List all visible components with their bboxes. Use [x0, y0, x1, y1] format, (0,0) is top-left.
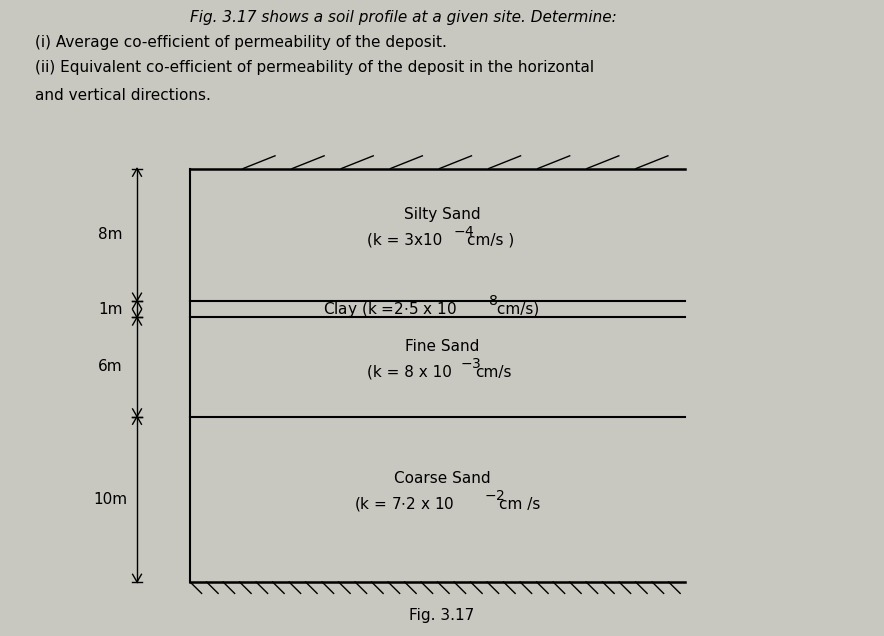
Text: cm /s: cm /s: [499, 497, 541, 512]
Text: Fine Sand: Fine Sand: [405, 339, 479, 354]
Text: 1m: 1m: [98, 301, 123, 317]
Text: cm/s: cm/s: [475, 364, 511, 380]
Text: 10m: 10m: [94, 492, 127, 507]
Text: 8m: 8m: [98, 227, 123, 242]
Text: (k = 7$\mathregular{\cdot}$2 x 10: (k = 7$\mathregular{\cdot}$2 x 10: [354, 495, 454, 513]
Text: cm/s ): cm/s ): [467, 232, 514, 247]
Text: (k = 3x10: (k = 3x10: [367, 232, 442, 247]
Text: $\mathregular{-4}$: $\mathregular{-4}$: [453, 225, 475, 238]
Text: Coarse Sand: Coarse Sand: [393, 471, 491, 487]
Text: Clay (k =2$\mathregular{\cdot}$5 x 10: Clay (k =2$\mathregular{\cdot}$5 x 10: [323, 300, 456, 319]
Text: (ii) Equivalent co-efficient of permeability of the deposit in the horizontal: (ii) Equivalent co-efficient of permeabi…: [35, 60, 594, 76]
Text: $\mathregular{-8}$: $\mathregular{-8}$: [477, 294, 499, 308]
Text: 6m: 6m: [98, 359, 123, 375]
Text: $\mathregular{-3}$: $\mathregular{-3}$: [460, 357, 481, 371]
Text: (k = 8 x 10: (k = 8 x 10: [367, 364, 452, 380]
Text: cm/s): cm/s): [492, 301, 539, 317]
Text: (i) Average co-efficient of permeability of the deposit.: (i) Average co-efficient of permeability…: [35, 35, 447, 50]
Text: Fig. 3.17: Fig. 3.17: [409, 608, 475, 623]
Text: $\mathregular{-2}$: $\mathregular{-2}$: [484, 489, 506, 503]
Text: Fig. 3.17 shows a soil profile at a given site. Determine:: Fig. 3.17 shows a soil profile at a give…: [190, 10, 617, 25]
Text: Silty Sand: Silty Sand: [404, 207, 480, 222]
Text: and vertical directions.: and vertical directions.: [35, 88, 211, 103]
